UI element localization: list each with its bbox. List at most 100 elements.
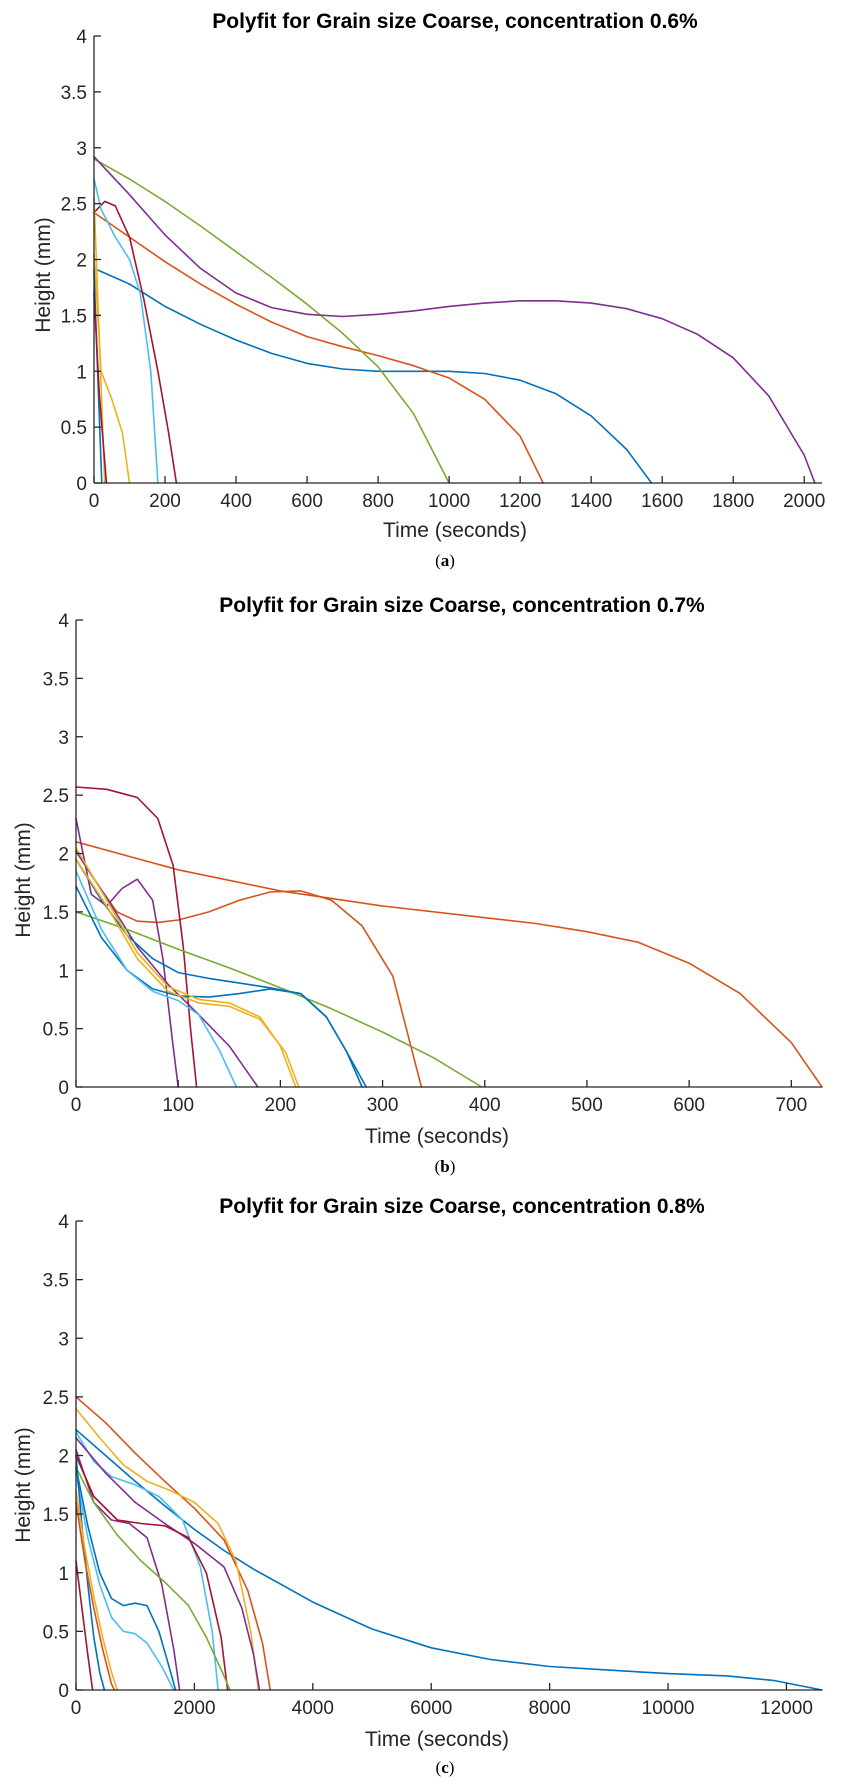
- x-tick-label-a: 1000: [428, 491, 470, 512]
- y-tick-label-c: 1.5: [43, 1505, 69, 1526]
- x-axis-label-a: Time (seconds): [383, 519, 527, 542]
- y-tick-label-a: 2.5: [61, 195, 87, 216]
- y-tick-label-c: 2.5: [43, 1388, 69, 1409]
- series-line-c-8: [75, 1466, 231, 1691]
- panel-caption-a: (a): [435, 551, 455, 570]
- y-tick-label-c: 3: [58, 1329, 69, 1350]
- y-tick-label-b: 1.5: [43, 903, 69, 924]
- series-line-c-1: [75, 1428, 823, 1691]
- series-line-c-12: [75, 1489, 119, 1691]
- series-line-c-3: [75, 1407, 260, 1691]
- series-line-c-7: [75, 1454, 229, 1691]
- x-tick-label-a: 1200: [499, 491, 541, 512]
- series-line-a-3: [93, 158, 450, 484]
- plot-area-b: 0 100 200 300 400 500 600 700 0 0.5 1 1.5 2 2.5 3 3.5 4: [43, 611, 823, 1116]
- y-tick-label-c: 0: [58, 1681, 69, 1702]
- x-axis-label-c: Time (seconds): [365, 1728, 509, 1751]
- x-tick-label-b: 400: [469, 1095, 501, 1116]
- x-tick-label-a: 2000: [783, 491, 825, 512]
- series-line-b-9: [75, 870, 238, 1088]
- y-tick-label-b: 2: [58, 845, 69, 866]
- panel-c: Polyfit for Grain size Coarse, concentra…: [12, 1195, 823, 1777]
- x-tick-label-c: 10000: [642, 1698, 695, 1719]
- x-tick-label-b: 500: [571, 1095, 603, 1116]
- panel-caption-c: (c): [436, 1758, 455, 1777]
- y-tick-label-b: 0: [58, 1078, 69, 1099]
- y-tick-label-b: 3.5: [43, 669, 69, 690]
- series-line-a-4: [93, 155, 816, 484]
- series-line-a-2: [93, 211, 544, 484]
- series-line-b-5: [75, 850, 259, 1088]
- series-line-b-4: [75, 817, 179, 1088]
- series-line-a-5: [93, 200, 178, 484]
- y-tick-label-c: 2: [58, 1447, 69, 1468]
- series-line-b-11: [75, 858, 300, 1088]
- caption-letter-a: a: [441, 551, 450, 570]
- series-line-b-3: [75, 786, 198, 1088]
- plot-area-a: 0 200 400 600 800 1000 1200 1400 1600 1800 2000 0 0.…: [61, 27, 826, 512]
- x-tick-label-b: 600: [673, 1095, 705, 1116]
- x-tick-label-a: 400: [220, 491, 252, 512]
- series-line-c-6: [75, 1448, 181, 1691]
- x-tick-label-c: 8000: [529, 1698, 571, 1719]
- caption-letter-c: c: [441, 1758, 449, 1777]
- x-tick-label-c: 6000: [410, 1698, 452, 1719]
- plot-area-c: 0 2000 4000 6000 8000 10000 12000 0 0.5 1 1.5 2 2.5 3…: [43, 1212, 823, 1719]
- series-line-c-10: [75, 1472, 175, 1691]
- series-line-c-9: [75, 1466, 177, 1691]
- y-tick-label-c: 3.5: [43, 1271, 69, 1292]
- x-axis-label-b: Time (seconds): [365, 1125, 509, 1148]
- x-tick-label-c: 4000: [292, 1698, 334, 1719]
- y-tick-label-a: 0.5: [61, 418, 87, 439]
- y-axis-label-b: Height (mm): [12, 822, 35, 938]
- y-tick-label-c: 4: [58, 1212, 69, 1233]
- x-tick-label-a: 0: [89, 491, 100, 512]
- y-tick-label-a: 2: [76, 251, 87, 272]
- y-tick-label-b: 1: [58, 961, 69, 982]
- y-tick-label-c: 0.5: [43, 1622, 69, 1643]
- x-tick-label-b: 0: [71, 1095, 82, 1116]
- series-line-b-1: [75, 841, 823, 1088]
- series-line-c-2: [75, 1396, 271, 1691]
- y-axis-label-a: Height (mm): [32, 217, 55, 333]
- y-tick-label-a: 3: [76, 139, 87, 160]
- caption-letter-b: b: [440, 1157, 449, 1176]
- x-tick-label-a: 1600: [641, 491, 683, 512]
- x-tick-label-a: 1400: [570, 491, 612, 512]
- y-tick-label-a: 1: [76, 362, 87, 383]
- x-tick-label-c: 12000: [760, 1698, 813, 1719]
- panel-b: Polyfit for Grain size Coarse, concentra…: [12, 594, 823, 1176]
- series-line-a-10: [93, 292, 108, 484]
- series-line-b-2: [75, 850, 423, 1088]
- series-line-a-6: [93, 178, 159, 484]
- y-tick-label-a: 0: [76, 474, 87, 495]
- series-line-b-6: [75, 911, 483, 1088]
- series-line-c-14: [75, 1560, 94, 1691]
- x-tick-label-a: 200: [149, 491, 181, 512]
- x-tick-label-a: 800: [362, 491, 394, 512]
- panel-a: Polyfit for Grain size Coarse, concentra…: [32, 10, 825, 570]
- series-line-a-1: [93, 267, 653, 484]
- series-line-c-5: [75, 1437, 261, 1691]
- y-tick-label-b: 4: [58, 611, 69, 632]
- y-tick-label-b: 2.5: [43, 786, 69, 807]
- x-tick-label-a: 1800: [712, 491, 754, 512]
- x-tick-label-c: 0: [71, 1698, 82, 1719]
- chart-title-c: Polyfit for Grain size Coarse, concentra…: [219, 1195, 705, 1218]
- y-tick-label-b: 3: [58, 728, 69, 749]
- panel-caption-b: (b): [435, 1157, 456, 1176]
- y-tick-label-b: 0.5: [43, 1020, 69, 1041]
- x-tick-label-a: 600: [291, 491, 323, 512]
- series-line-c-13: [75, 1501, 116, 1691]
- x-tick-label-b: 300: [367, 1095, 399, 1116]
- x-tick-label-b: 200: [265, 1095, 297, 1116]
- series-line-a-7: [93, 253, 131, 484]
- x-tick-label-c: 2000: [173, 1698, 215, 1719]
- y-tick-label-a: 1.5: [61, 306, 87, 327]
- x-tick-label-b: 100: [162, 1095, 194, 1116]
- x-tick-label-b: 700: [775, 1095, 807, 1116]
- y-tick-label-c: 1: [58, 1564, 69, 1585]
- y-tick-label-a: 4: [76, 27, 87, 48]
- y-axis-label-c: Height (mm): [12, 1427, 35, 1543]
